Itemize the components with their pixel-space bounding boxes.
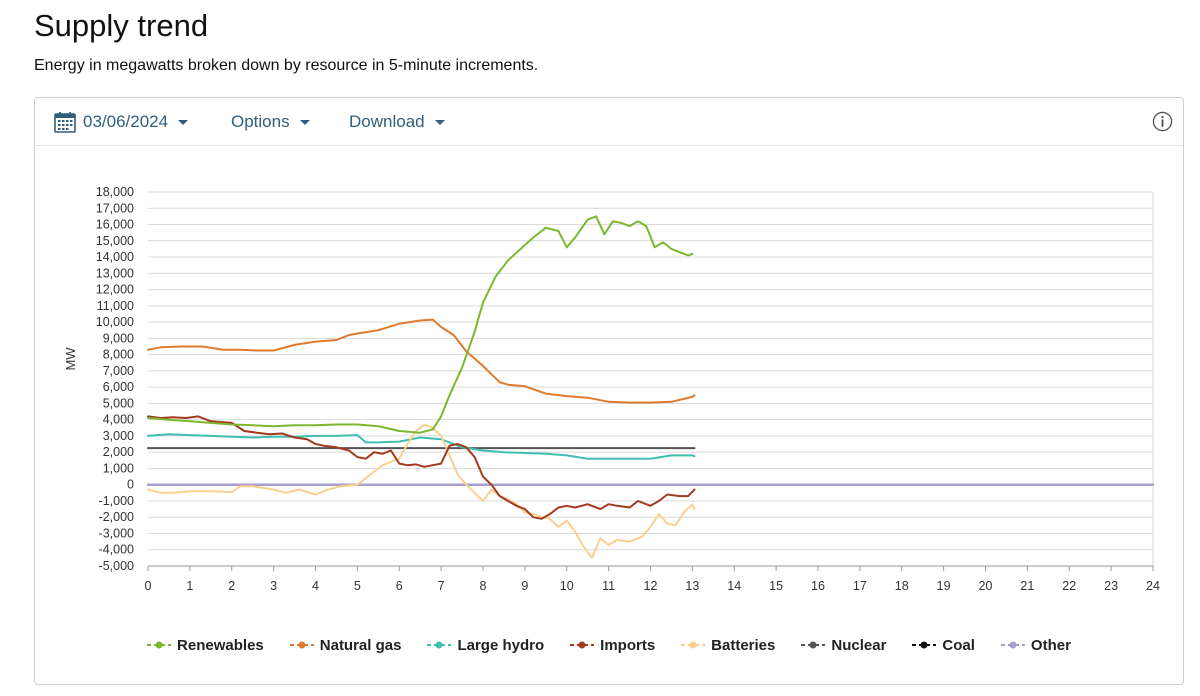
series-line-renewables [147, 215, 694, 434]
legend-item-renewables[interactable]: Renewables [147, 637, 264, 654]
chevron-down-icon [434, 119, 445, 125]
x-tick-label: 11 [602, 579, 615, 593]
legend-label: Large hydro [457, 636, 545, 654]
y-tick-label: 16,000 [96, 218, 134, 232]
options-dropdown[interactable]: Options [231, 98, 310, 146]
y-tick-label: 9,000 [103, 331, 134, 345]
legend-item-large-hydro[interactable]: Large hydro [427, 637, 544, 654]
series-line-large-hydro [147, 433, 696, 460]
x-tick-label: 16 [811, 579, 825, 593]
page-title: Supply trend [34, 8, 209, 43]
date-label: 03/06/2024 [83, 112, 169, 131]
legend-marker-icon [681, 641, 706, 649]
legend-label: Imports [600, 636, 656, 654]
x-tick-label: 10 [560, 579, 574, 593]
x-tick-label: 12 [644, 579, 658, 593]
legend-item-coal[interactable]: Coal [912, 637, 975, 654]
y-tick-label: 0 [127, 478, 134, 492]
y-axis-label: MW [63, 347, 78, 371]
page-subtitle: Energy in megawatts broken down by resou… [34, 57, 539, 74]
series [146, 215, 1155, 559]
x-tick-label: 23 [1104, 579, 1118, 593]
y-tick-label: 18,000 [96, 185, 134, 199]
series-line-imports [147, 415, 696, 520]
x-tick-label: 14 [727, 579, 741, 593]
legend-label: Other [1030, 636, 1071, 654]
legend-label: Natural gas [319, 636, 402, 654]
series-line-batteries [147, 423, 696, 559]
options-label: Options [231, 112, 290, 131]
x-tick-label: 7 [438, 579, 445, 593]
series-line-natural-gas [147, 318, 696, 404]
legend-marker-icon [1000, 641, 1025, 649]
y-tick-label: 11,000 [97, 299, 134, 313]
x-tick-label: 20 [979, 579, 993, 593]
legend-item-other[interactable]: Other [1000, 636, 1071, 654]
calendar-icon [54, 112, 76, 133]
chevron-down-icon [299, 119, 310, 125]
y-tick-label: 14,000 [96, 250, 134, 264]
x-tick-label: 21 [1020, 579, 1034, 593]
download-dropdown[interactable]: Download [349, 98, 445, 146]
x-tick-label: 13 [685, 579, 699, 593]
legend-item-natural-gas[interactable]: Natural gas [289, 636, 402, 654]
legend-item-imports[interactable]: Imports [570, 637, 655, 654]
y-tick-label: -4,000 [99, 543, 134, 557]
x-tick-label: 6 [396, 579, 403, 593]
x-tick-label: 17 [853, 579, 867, 593]
y-tick-label: 13,000 [96, 266, 134, 280]
y-tick-label: -5,000 [99, 559, 134, 573]
y-tick-label: 5,000 [103, 396, 134, 410]
y-tick-label: 6,000 [103, 380, 134, 394]
x-tick-label: 22 [1062, 579, 1076, 593]
legend-label: Coal [942, 636, 975, 654]
supply-trend-chart: 18,00017,00016,00015,00014,00013,00012,0… [63, 185, 1160, 593]
y-tick-label: 12,000 [96, 283, 134, 297]
x-tick-label: 0 [145, 579, 152, 593]
x-tick-label: 9 [521, 579, 528, 593]
legend-marker-icon [570, 641, 595, 649]
x-tick-label: 15 [769, 579, 783, 593]
legend-item-batteries[interactable]: Batteries [681, 637, 775, 654]
legend-marker-icon [427, 641, 452, 649]
x-tick-label: 2 [228, 579, 235, 593]
legend-marker-icon [289, 641, 314, 649]
download-label: Download [349, 112, 425, 131]
legend-label: Renewables [177, 636, 264, 654]
y-tick-label: 1,000 [103, 461, 134, 475]
legend-marker-icon [912, 641, 937, 649]
y-tick-label: 15,000 [96, 234, 134, 248]
y-tick-label: 3,000 [103, 429, 134, 443]
x-tick-label: 4 [312, 579, 319, 593]
axes: 18,00017,00016,00015,00014,00013,00012,0… [63, 185, 1160, 593]
x-tick-label: 3 [270, 579, 277, 593]
legend-marker-icon [147, 641, 172, 649]
x-tick-label: 5 [354, 579, 361, 593]
x-tick-label: 18 [895, 579, 909, 593]
chart-legend: Renewables Natural gas Large hydro Imports B… [35, 631, 1183, 659]
x-tick-label: 8 [480, 579, 487, 593]
chevron-down-icon [178, 119, 189, 125]
x-tick-label: 19 [937, 579, 951, 593]
date-picker-button[interactable]: 03/06/2024 [53, 98, 189, 146]
info-icon[interactable] [1152, 111, 1173, 132]
y-tick-label: 17,000 [96, 201, 134, 215]
y-tick-label: 8,000 [103, 348, 134, 362]
y-tick-label: 4,000 [103, 413, 134, 427]
legend-label: Batteries [711, 636, 776, 654]
y-tick-label: 7,000 [103, 364, 134, 378]
legend-label: Nuclear [831, 636, 887, 654]
y-tick-label: 10,000 [96, 315, 134, 329]
chart-toolbar: 03/06/2024 Options Download [35, 98, 1183, 146]
y-tick-label: -3,000 [99, 526, 134, 540]
x-tick-label: 24 [1146, 579, 1160, 593]
legend-marker-icon [801, 641, 826, 649]
y-tick-label: -2,000 [99, 510, 134, 524]
x-tick-label: 1 [186, 579, 193, 593]
legend-item-nuclear[interactable]: Nuclear [801, 637, 886, 654]
chart-panel: 03/06/2024 Options Download 18,000 17,000… [34, 97, 1184, 685]
grid [148, 191, 1154, 567]
y-tick-label: 2,000 [103, 445, 134, 459]
y-tick-label: -1,000 [99, 494, 134, 508]
